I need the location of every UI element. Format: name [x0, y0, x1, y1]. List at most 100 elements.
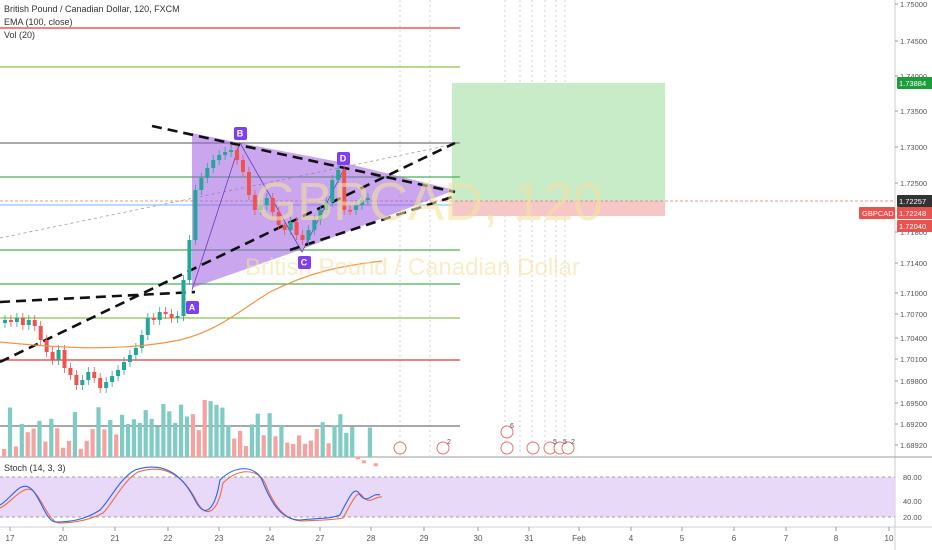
- economic-event-icon: [561, 441, 575, 455]
- volume-bar: [291, 443, 296, 457]
- price-tick-label: 1.69200: [900, 420, 927, 429]
- candle-body: [98, 378, 103, 388]
- falling-trendline: [151, 124, 456, 194]
- volume-bar: [49, 418, 54, 457]
- date-tick-label: Feb: [572, 534, 586, 543]
- candle-body: [169, 314, 174, 318]
- candle-body: [116, 370, 121, 376]
- pattern-marker-c: [298, 256, 311, 269]
- candle-body: [294, 222, 299, 235]
- pattern-marker-a: [186, 301, 199, 314]
- date-tick-label: 29: [420, 534, 429, 543]
- volume-bar: [72, 412, 77, 457]
- economic-event-icon: [500, 425, 514, 439]
- stoch-legend[interactable]: Stoch (14, 3, 3): [4, 463, 66, 473]
- date-tick-label: 4: [629, 534, 634, 543]
- volume-bar: [173, 422, 178, 457]
- event-count: 6: [510, 423, 514, 430]
- candle-body: [318, 210, 323, 220]
- pattern-marker-b: [234, 127, 247, 140]
- price-tick-label: 1.75000: [900, 0, 927, 9]
- price-tick-label: 1.69500: [900, 399, 927, 408]
- volume-bar: [184, 416, 190, 457]
- candle-body: [246, 172, 251, 195]
- candle-body: [199, 178, 204, 190]
- triangle-pattern: [192, 133, 455, 288]
- date-tick-label: 21: [111, 534, 120, 543]
- date-tick-label: 22: [164, 534, 173, 543]
- volume-bar: [267, 413, 272, 457]
- volume-bar: [25, 432, 30, 457]
- date-tick-label: 31: [525, 534, 534, 543]
- candle-body: [50, 352, 55, 360]
- price-tick-label: 1.70700: [900, 310, 927, 319]
- candle-body: [151, 318, 156, 320]
- symbol-legend[interactable]: British Pound / Canadian Dollar, 120, FX…: [4, 4, 180, 14]
- candle-body: [223, 152, 228, 155]
- volume-bar: [314, 428, 319, 457]
- volume-bar: [167, 411, 172, 457]
- candle-body: [264, 198, 269, 205]
- candle-body: [163, 312, 168, 314]
- candle-body: [235, 150, 240, 160]
- date-tick-label: 23: [215, 534, 224, 543]
- volume-bar: [13, 446, 18, 457]
- candle-body: [181, 280, 186, 316]
- candle-body: [330, 180, 335, 202]
- price-tick-label: 1.71000: [900, 289, 927, 298]
- volume-bar: [196, 430, 201, 457]
- date-tick-label: 28: [367, 534, 376, 543]
- volume-bar: [190, 414, 195, 457]
- volume-bar: [297, 435, 302, 457]
- candle-body: [342, 170, 347, 210]
- symbol-badge-text: GBPCAD: [862, 209, 894, 218]
- candle-body: [193, 190, 198, 240]
- volume-bar: [320, 422, 325, 457]
- candle-body: [241, 160, 245, 172]
- volume-bar: [279, 425, 284, 457]
- pattern-marker-d: [337, 152, 350, 165]
- price-tick-label: 1.71800: [900, 228, 927, 237]
- volume-bar: [308, 440, 313, 457]
- abcd-path: [191, 142, 346, 291]
- price-badge-target: [897, 77, 932, 89]
- date-tick-label: 27: [316, 534, 325, 543]
- price-tick-label: 1.68920: [900, 441, 927, 450]
- candle-body: [38, 326, 43, 340]
- price-badge-last: [897, 207, 932, 219]
- candle-body: [252, 195, 257, 210]
- volume-bar: [243, 446, 249, 457]
- volume-bar: [338, 414, 343, 457]
- volume-bar: [302, 443, 308, 457]
- volume-legend[interactable]: Vol (20): [4, 30, 36, 40]
- volume-bar: [273, 436, 278, 457]
- economic-event-icon: [436, 441, 450, 455]
- profit-zone: [452, 83, 665, 201]
- event-count: 2: [571, 439, 575, 446]
- volume-bar: [84, 440, 89, 457]
- ema-legend[interactable]: EMA (100, close): [4, 17, 73, 27]
- volume-bar: [90, 429, 95, 457]
- candle-body: [32, 320, 37, 326]
- volume-bar: [367, 427, 372, 457]
- volume-bar: [19, 423, 24, 457]
- price-tick-label: 1.71400: [900, 259, 927, 268]
- volume-bar: [161, 404, 166, 457]
- date-tick-label: 24: [266, 534, 275, 543]
- candle-body: [229, 150, 234, 152]
- volume-bar: [43, 441, 48, 457]
- volume-bar: [131, 419, 136, 457]
- candle-body: [175, 316, 180, 318]
- candle-body: [211, 160, 216, 168]
- volume-bar: [179, 404, 184, 457]
- date-tick-label: 17: [6, 534, 15, 543]
- volume-bar: [108, 420, 113, 457]
- volume-bar: [285, 442, 290, 457]
- candle-body: [3, 320, 7, 323]
- stoch-k-line: [0, 466, 381, 523]
- candle-body: [276, 212, 281, 225]
- loss-zone: [452, 201, 665, 216]
- price-tick-label: 1.70100: [900, 355, 927, 364]
- volume-bar: [7, 407, 13, 457]
